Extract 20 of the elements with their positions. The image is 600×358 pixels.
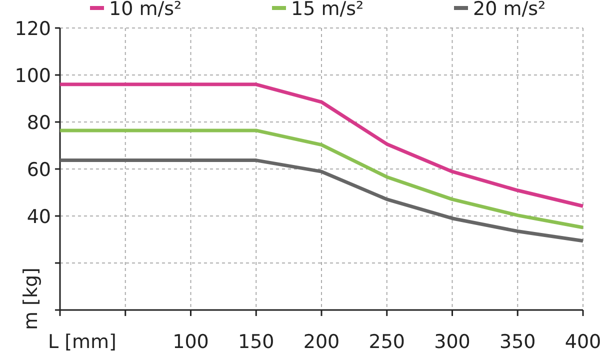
- line-series: [58, 158, 585, 243]
- x-tick-label: 350: [499, 331, 536, 353]
- x-tick-label: 400: [564, 331, 600, 353]
- legend-label: 20 m/s²: [473, 0, 546, 20]
- x-tick-label: 150: [238, 331, 274, 353]
- y-tick-label: 40: [26, 206, 51, 228]
- y-tick-label: 100: [14, 65, 51, 87]
- legend-label: 15 m/s²: [291, 0, 364, 20]
- legend-label: 10 m/s²: [109, 0, 182, 20]
- line-series: [58, 128, 585, 230]
- x-tick-label: 100: [172, 331, 209, 353]
- y-axis-title: m [kg]: [20, 268, 42, 330]
- x-tick-label: 250: [368, 331, 406, 353]
- x-tick-label: 200: [303, 331, 340, 353]
- line-series: [58, 82, 585, 208]
- y-tick-label: 60: [26, 159, 51, 181]
- x-axis-title: L [mm]: [48, 331, 116, 353]
- y-tick-label: 80: [26, 112, 51, 134]
- y-tick-label: 120: [14, 18, 51, 40]
- x-tick-label: 300: [434, 331, 470, 353]
